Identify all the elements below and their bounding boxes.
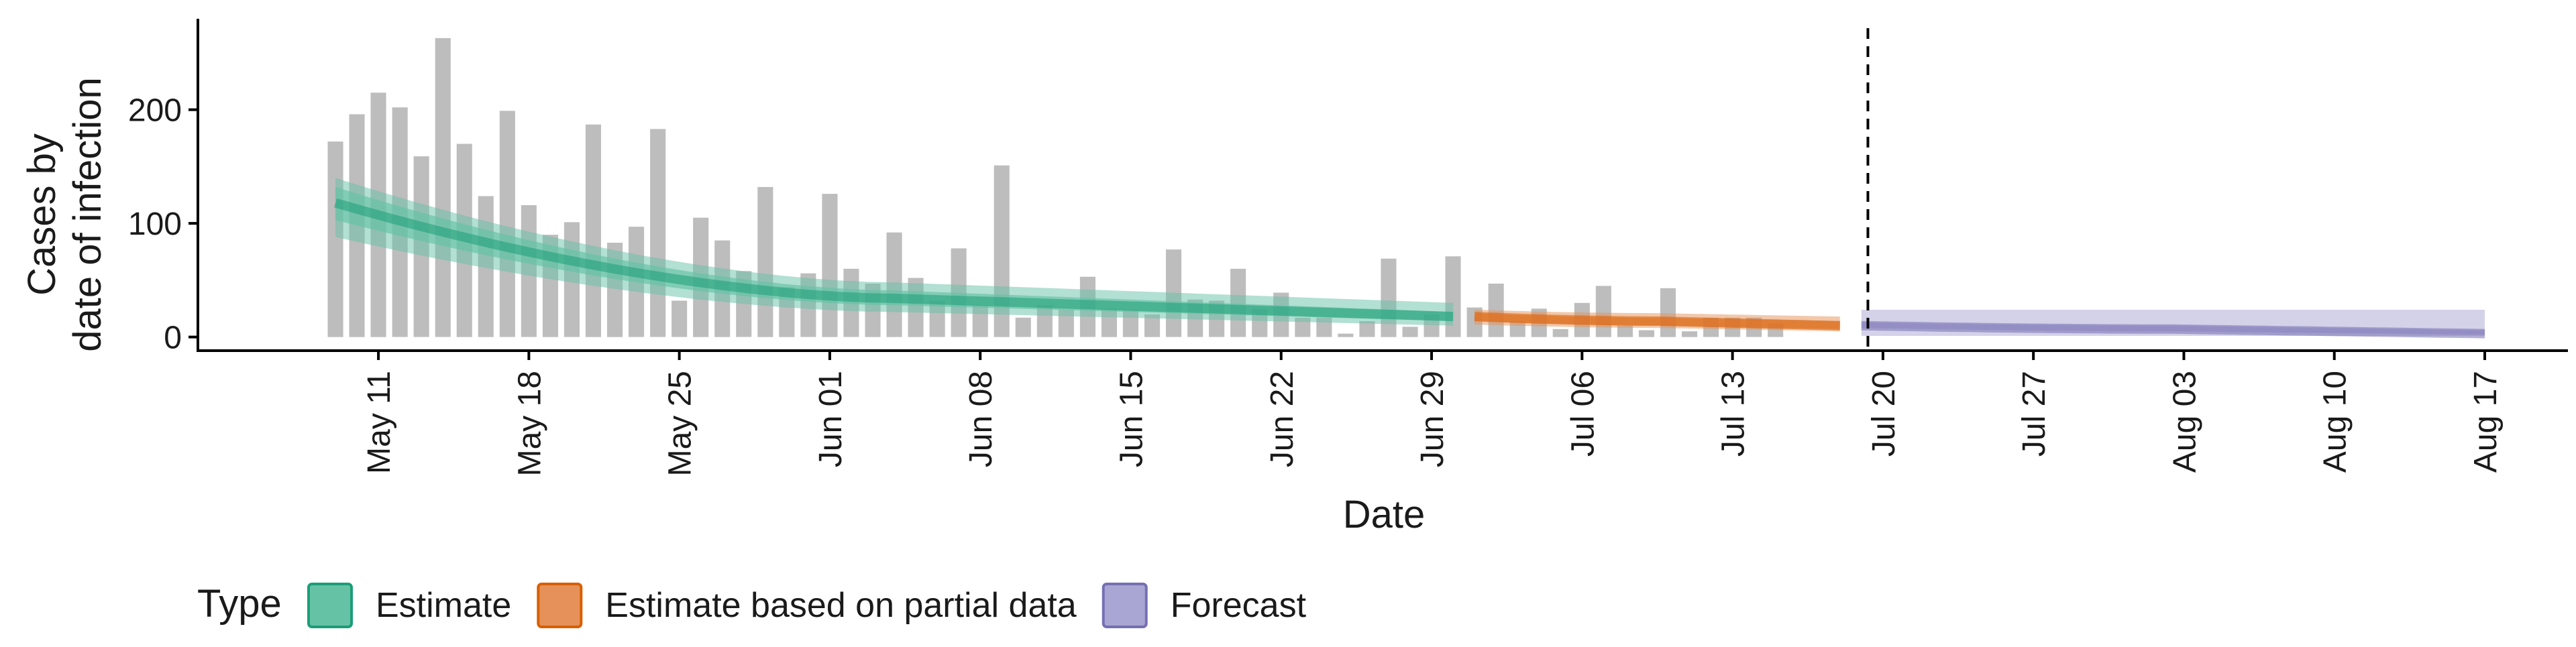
series-estimate [334,178,1454,326]
case-bar [1338,333,1354,337]
legend-entries: Estimate Estimate based on partial data Fo… [307,583,1307,628]
case-bar [1144,314,1161,337]
case-bar [1381,258,1397,337]
case-bar [435,38,451,337]
case-bar [585,124,601,337]
series-forecast [1861,310,2485,339]
x-tick-label: Jun 15 [1114,371,1150,467]
x-axis-ticks: May 11 May 18 May 25 Jun 01 Jun 08 Jun 15 Jun … [362,351,2504,476]
legend-entry: Estimate [307,583,511,628]
case-bar [1015,317,1031,337]
case-bar [1402,327,1418,337]
case-bar [1638,330,1654,337]
case-bar [822,194,838,337]
case-bar [1595,286,1611,337]
y-tick-label: 100 [128,207,182,242]
legend-label: Forecast [1171,586,1307,625]
x-tick-label: Jun 22 [1265,371,1300,467]
case-bar [327,141,343,337]
case-bar [757,186,773,337]
x-tick-label: Aug 10 [2318,371,2353,473]
median-line [1861,320,2485,339]
median-line [1474,312,1840,331]
y-axis-ticks: 0 100 200 [128,93,198,356]
case-bar [1660,288,1676,337]
y-axis-label-line-2: date of infection [66,77,109,352]
case-bar [650,129,666,337]
x-tick-label: Aug 17 [2468,371,2504,473]
legend-key [537,583,583,628]
legend-label: Estimate [376,586,511,625]
x-tick-label: Jun 29 [1415,371,1450,467]
case-bar [1058,310,1074,337]
case-bar [1682,331,1698,337]
legend: Type Estimate Estimate based on partial d… [197,582,1307,628]
case-bar [1359,320,1375,337]
bands-layer [334,178,2485,339]
legend-key [307,583,353,628]
x-tick-label: May 18 [512,371,547,476]
x-tick-label: Jul 13 [1716,371,1752,457]
legend-entry: Estimate based on partial data [537,583,1077,628]
legend-label: Estimate based on partial data [605,586,1077,625]
y-tick-label: 0 [164,320,182,356]
case-bar [499,111,515,337]
x-tick-label: Jun 01 [813,371,849,467]
y-axis-label-line-1: Cases by [20,133,64,296]
x-tick-label: Jul 20 [1866,371,1902,457]
case-bar [1295,317,1311,337]
ci90-band [335,178,1454,326]
legend-key [1102,583,1148,628]
x-tick-label: Jun 08 [963,371,999,467]
series-estimate-based-on-partial-data [1474,310,1840,332]
y-tick-label: 200 [128,93,182,129]
case-bar [672,300,688,337]
legend-entry: Forecast [1102,583,1307,628]
x-tick-label: Jul 27 [2017,371,2052,457]
x-tick-label: May 11 [362,371,397,474]
x-tick-label: Aug 03 [2167,371,2202,473]
x-tick-label: May 25 [663,371,698,476]
median-line [334,198,1454,322]
x-tick-label: Jul 06 [1565,371,1601,457]
case-bar [1617,325,1633,337]
case-bar [1552,329,1568,337]
legend-title: Type [197,582,282,626]
x-axis-label: Date [1343,493,1426,536]
